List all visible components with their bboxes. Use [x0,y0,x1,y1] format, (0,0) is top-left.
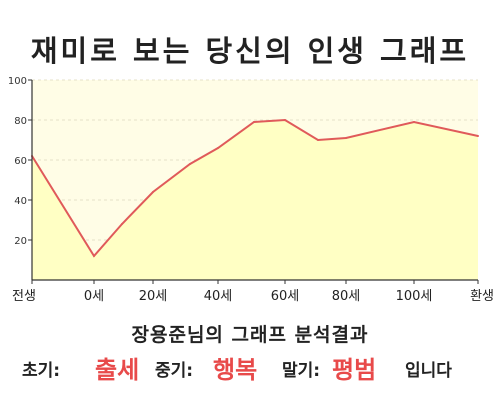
late-label: 말기: [282,361,321,381]
x-tick-label: 0세 [84,289,104,304]
late-value: 평범 [332,356,377,384]
ending-text: 입니다 [405,361,452,381]
early-label: 초기: [22,361,61,381]
analysis-subtitle: 장용준님의 그래프 분석결과 [131,324,369,346]
x-tick-label: 40세 [204,289,233,304]
data-point [121,223,123,225]
x-tick-label: 60세 [271,289,300,304]
x-tick-label: 환생 [470,289,494,304]
x-tick-label: 전생 [12,289,36,304]
y-tick-label: 20 [14,236,27,247]
data-point [413,121,415,123]
x-tick-label: 80세 [332,289,361,304]
life-graph-chart: 20 40 60 80 100 전생 0세 20세 40세 60세 80세 100세 환생 [8,76,494,304]
data-point [284,119,286,121]
data-point [217,147,219,149]
area-fill [32,120,478,280]
x-tick-label: 20세 [139,289,168,304]
analysis-summary: 초기: 출세 중기: 행복 말기: 평범 입니다 [0,348,500,384]
early-value: 출세 [95,356,140,384]
series-line [31,118,479,258]
data-point [317,139,319,141]
y-tick-label: 100 [8,76,27,87]
chart-title: 재미로 보는 당신의 인생 그래프 [30,34,470,68]
middle-label: 중기: [155,361,194,381]
x-tick-label: 100세 [396,289,433,304]
y-tick-label: 80 [14,116,27,127]
data-point [253,121,255,123]
y-tick-label: 60 [14,156,27,167]
data-point [93,255,95,257]
data-point [189,163,191,165]
data-point [345,137,347,139]
data-point [477,135,479,137]
y-tick-label: 40 [14,196,27,207]
middle-value: 행복 [213,356,258,384]
data-point [152,191,154,193]
